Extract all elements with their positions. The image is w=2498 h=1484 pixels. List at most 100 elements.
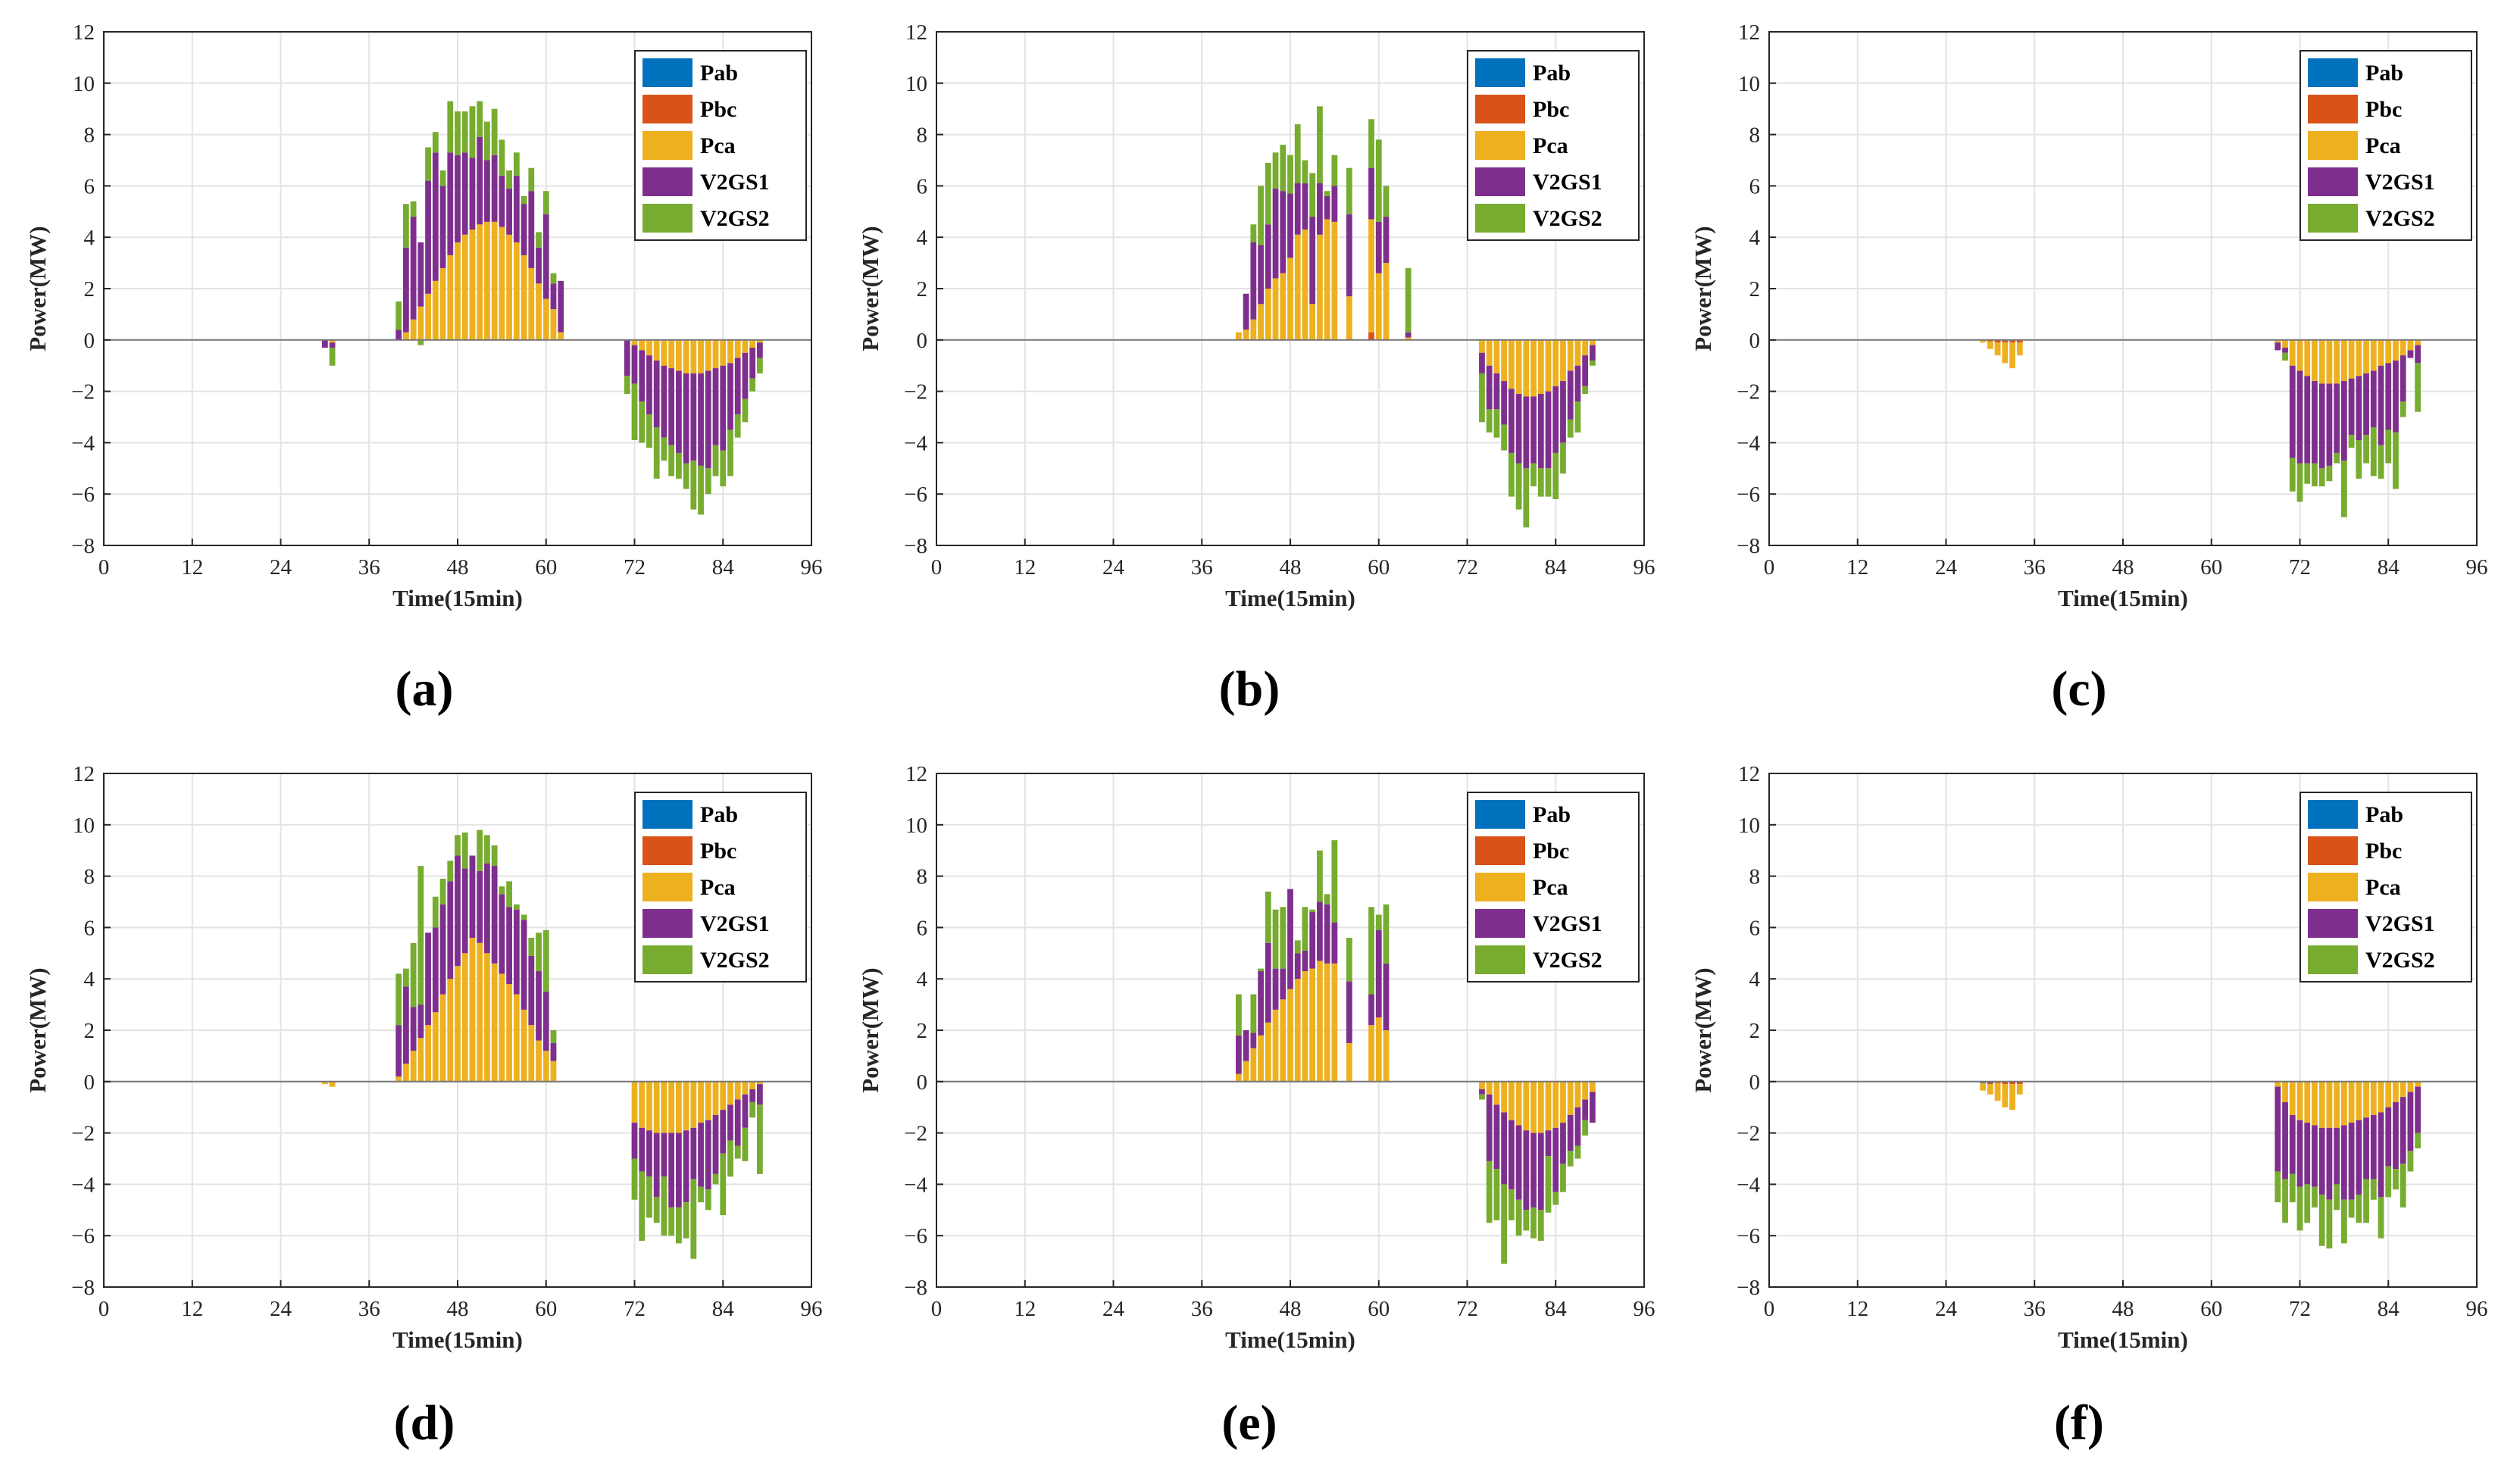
bar-v2gs2	[2304, 463, 2311, 484]
x-tick-label: 12	[1846, 1297, 1868, 1321]
legend-label-v2gs2: V2GS2	[700, 948, 770, 973]
bar-pca	[675, 339, 682, 371]
bar-v2gs1	[2274, 1086, 2281, 1172]
bar-v2gs1	[2378, 1112, 2384, 1198]
bar-pca	[484, 221, 490, 340]
bar-pca	[1574, 339, 1581, 366]
x-tick-label: 84	[2378, 555, 2400, 580]
bar-v2gs1	[439, 186, 446, 268]
bar-v2gs2	[1508, 1189, 1515, 1220]
bar-v2gs1	[1552, 386, 1559, 453]
bar-v2gs1	[469, 855, 476, 938]
bar-v2gs1	[727, 1104, 733, 1141]
bar-v2gs1	[705, 1120, 711, 1190]
bar-v2gs1	[1515, 393, 1522, 464]
legend-label-pab: Pab	[2365, 61, 2403, 86]
bar-v2gs1	[432, 927, 439, 1013]
bar-v2gs2	[2415, 363, 2421, 412]
bar-v2gs2	[2282, 352, 2288, 361]
bar-v2gs2	[2407, 1151, 2414, 1172]
bar-v2gs1	[1368, 994, 1374, 1026]
bar-v2gs2	[2370, 1179, 2377, 1200]
bar-v2gs1	[1324, 195, 1330, 220]
bar-pca	[506, 983, 512, 1082]
bar-pca	[469, 937, 476, 1082]
bar-v2gs2	[395, 301, 402, 330]
y-tick-label: 6	[1749, 916, 1761, 940]
bar-v2gs2	[734, 414, 741, 438]
y-tick-label: 10	[905, 814, 927, 838]
bar-v2gs2	[1479, 1094, 1485, 1100]
bar-pca	[2378, 1081, 2384, 1113]
bar-v2gs2	[1545, 1156, 1552, 1213]
bar-v2gs1	[447, 152, 454, 255]
bar-v2gs2	[1523, 1210, 1530, 1231]
bar-pca	[513, 994, 520, 1082]
bar-v2gs2	[1582, 1120, 1589, 1136]
y-tick-label: 8	[1749, 865, 1761, 889]
bar-pca	[491, 221, 498, 340]
bar-v2gs1	[2378, 365, 2384, 445]
bar-pca	[2304, 1081, 2311, 1123]
bar-v2gs1	[2393, 360, 2399, 433]
y-tick-label: 6	[84, 174, 95, 198]
legend-label-v2gs2: V2GS2	[1533, 948, 1602, 973]
bar-v2gs1	[1493, 373, 1500, 410]
bar-pca	[1486, 339, 1493, 366]
bar-v2gs2	[2289, 1173, 2296, 1203]
bar-v2gs1	[2296, 1120, 2303, 1187]
bar-v2gs1	[395, 1025, 402, 1077]
bar-v2gs1	[683, 1130, 689, 1203]
y-tick-label: 2	[84, 1019, 95, 1043]
bar-pca	[1265, 289, 1271, 340]
y-tick-label: −8	[1737, 534, 1760, 558]
panel-e: 0 12 24 36 48 60 72 84 96 −8 −6 −4 −2 0 2 4 6 8 10 12 Time(1…	[833, 742, 1665, 1483]
bar-v2gs2	[491, 108, 498, 155]
x-tick-label: 96	[801, 555, 823, 580]
x-tick-label: 72	[2289, 1297, 2311, 1321]
bar-pca	[1302, 230, 1308, 340]
bar-pca	[1280, 273, 1287, 340]
bar-v2gs1	[1560, 1123, 1566, 1164]
bar-pca	[1574, 1081, 1581, 1108]
bar-v2gs2	[447, 861, 454, 882]
bar-pca	[1515, 1081, 1522, 1126]
bar-v2gs1	[1479, 352, 1485, 373]
bar-v2gs1	[646, 1130, 652, 1177]
bar-v2gs1	[727, 363, 733, 430]
legend-swatch-pbc	[1475, 836, 1525, 865]
x-tick-label: 0	[931, 1297, 943, 1321]
bar-v2gs2	[1486, 409, 1493, 433]
bar-v2gs2	[683, 463, 689, 489]
bar-v2gs1	[1324, 904, 1330, 964]
bar-pca	[2318, 339, 2325, 384]
legend-label-pca: Pca	[1533, 133, 1568, 158]
bar-v2gs2	[1515, 1199, 1522, 1236]
bar-v2gs2	[1552, 1192, 1559, 1205]
bar-pca	[757, 339, 763, 343]
legend-label-pca: Pca	[2365, 133, 2401, 158]
bar-pca	[521, 1009, 527, 1082]
bar-pca	[1545, 339, 1552, 392]
x-tick-label: 12	[1014, 1297, 1036, 1321]
bar-v2gs2	[1567, 1151, 1574, 1167]
bar-pca	[2282, 339, 2288, 348]
bar-v2gs2	[439, 878, 446, 904]
bar-v2gs2	[2378, 445, 2384, 479]
bar-v2gs1	[1530, 1133, 1537, 1208]
bar-v2gs1	[2356, 376, 2362, 441]
bar-v2gs2	[675, 452, 682, 479]
bar-v2gs2	[2296, 463, 2303, 502]
y-tick-label: −6	[1737, 1224, 1760, 1248]
y-tick-label: 8	[1749, 123, 1761, 148]
bar-v2gs2	[653, 1197, 660, 1223]
x-tick-label: 96	[2466, 555, 2488, 580]
bar-v2gs2	[2356, 440, 2362, 479]
bar-v2gs1	[2334, 1127, 2340, 1185]
legend-label-v2gs1: V2GS1	[1533, 170, 1602, 195]
bar-v2gs2	[2289, 458, 2296, 492]
bar-v2gs2	[749, 1101, 756, 1118]
x-tick-label: 36	[358, 1297, 380, 1321]
y-tick-label: 8	[84, 123, 95, 148]
bar-v2gs1	[321, 339, 328, 348]
